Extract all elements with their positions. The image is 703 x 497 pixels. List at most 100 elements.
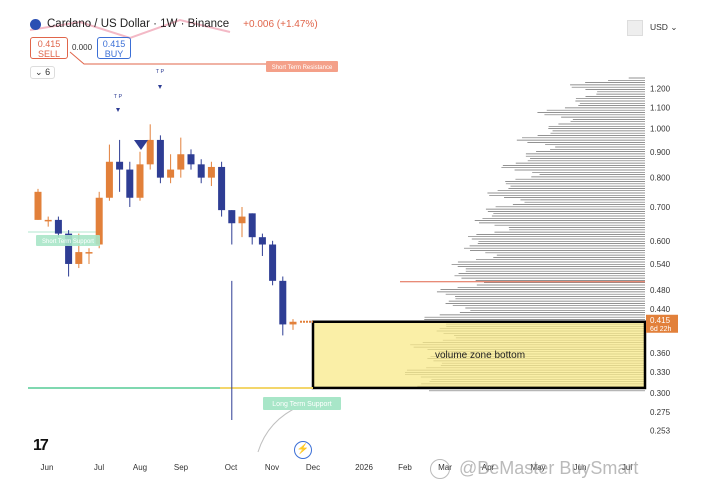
watermark: @BeMaster BuySmart bbox=[430, 458, 639, 480]
time-tick-label: Apr bbox=[482, 463, 495, 472]
price-tick-label: 0.480 bbox=[650, 286, 671, 295]
candle-body bbox=[207, 166, 215, 178]
take-profit-marker: T P bbox=[114, 94, 123, 100]
annotations: Short Term Resistance Short Term Support… bbox=[36, 61, 341, 410]
arrow-down-marker bbox=[134, 140, 148, 150]
candle-body bbox=[279, 280, 287, 325]
candle-body bbox=[136, 164, 144, 198]
time-tick-label: Jul bbox=[622, 463, 632, 472]
time-tick-label: May bbox=[530, 463, 545, 472]
candle-body bbox=[258, 237, 266, 245]
resistance-label-box bbox=[266, 61, 338, 72]
candle-body bbox=[44, 219, 52, 222]
support-resistance-lines bbox=[28, 51, 313, 453]
indicator-count: 6 bbox=[45, 67, 51, 77]
sell-button[interactable]: 0.415 SELL bbox=[30, 37, 68, 59]
price-tick-label: 0.900 bbox=[650, 148, 671, 157]
price-change: +0.006 (+1.47%) bbox=[243, 18, 318, 30]
indicator-toggle[interactable]: ⌄ 6 bbox=[30, 66, 56, 79]
price-tick-label: 0.440 bbox=[650, 305, 671, 314]
sell-price: 0.415 bbox=[37, 39, 61, 49]
last-price-tag: 0.415 6d 22h bbox=[646, 314, 678, 333]
price-axis[interactable]: 1.200 1.100 1.000 0.900 0.800 0.700 0.600 0.540… bbox=[650, 85, 671, 436]
candle-body bbox=[116, 161, 124, 170]
currency-label: USD bbox=[650, 22, 668, 32]
long-support-label-box bbox=[263, 397, 341, 410]
watermark-icon bbox=[430, 459, 450, 480]
candle-body bbox=[269, 244, 277, 281]
tradingview-logo-icon[interactable]: 17 bbox=[33, 437, 49, 454]
lightning-icon[interactable]: ⚡ bbox=[294, 441, 312, 459]
watermark-text: @BeMaster BuySmart bbox=[459, 458, 639, 478]
time-axis[interactable]: Jun Jul Aug Sep Oct Nov Dec 2026 Feb Mar Apr May Jun… bbox=[41, 463, 633, 472]
price-tick-label: 0.800 bbox=[650, 174, 671, 183]
candle-body bbox=[126, 169, 134, 198]
price-tick-label: 0.300 bbox=[650, 389, 671, 398]
sell-label: SELL bbox=[37, 49, 61, 59]
candle-body bbox=[146, 139, 154, 165]
long-support-label: Long Term Support bbox=[272, 401, 331, 408]
candle-body bbox=[105, 161, 113, 198]
candle-body bbox=[85, 252, 93, 254]
candle-body bbox=[228, 210, 236, 224]
candle-body bbox=[248, 213, 256, 238]
time-tick-label: Jul bbox=[94, 463, 104, 472]
candle-body bbox=[238, 216, 246, 224]
take-profit-marker: T P bbox=[156, 69, 165, 75]
time-tick-label: Aug bbox=[133, 463, 147, 472]
price-tick-label: 1.100 bbox=[650, 104, 671, 113]
time-tick-label: Sep bbox=[174, 463, 189, 472]
price-tick-label: 1.200 bbox=[650, 85, 671, 94]
candle-body bbox=[197, 164, 205, 178]
candle-body bbox=[187, 154, 195, 165]
spread-value: 0.000 bbox=[72, 43, 93, 52]
price-tick-label: 0.253 bbox=[650, 426, 671, 435]
price-tick-label: 1.000 bbox=[650, 125, 671, 134]
price-tick-label: 0.540 bbox=[650, 260, 671, 269]
buy-label: BUY bbox=[104, 49, 124, 59]
candle-body bbox=[95, 197, 103, 245]
last-price-countdown: 6d 22h bbox=[650, 326, 672, 333]
candle-body bbox=[289, 321, 297, 325]
candle-body bbox=[156, 139, 164, 178]
chevron-down-icon: ⌄ bbox=[35, 67, 43, 77]
time-tick-label: 2026 bbox=[355, 463, 373, 472]
support-connector bbox=[257, 405, 301, 453]
time-tick-label: Oct bbox=[225, 463, 238, 472]
price-tick-label: 0.330 bbox=[650, 368, 671, 377]
short-support-label: Short Term Support bbox=[42, 239, 94, 245]
time-tick-label: Dec bbox=[306, 463, 320, 472]
resistance-label: Short Term Resistance bbox=[272, 65, 333, 71]
tp-arrow-icon bbox=[116, 108, 120, 112]
price-tick-label: 0.275 bbox=[650, 408, 671, 417]
candle-body bbox=[65, 233, 73, 264]
candle-body bbox=[218, 166, 226, 211]
currency-selector[interactable]: USD ⌄ bbox=[650, 22, 677, 33]
last-price-value: 0.415 bbox=[650, 316, 671, 325]
price-tick-label: 0.600 bbox=[650, 237, 671, 246]
short-support-label-box bbox=[36, 235, 100, 246]
resistance-line bbox=[69, 51, 268, 65]
symbol-title[interactable]: Cardano / US Dollar · 1W · Binance bbox=[47, 18, 230, 30]
buy-price: 0.415 bbox=[102, 39, 126, 49]
chevron-down-icon: ⌄ bbox=[670, 22, 678, 32]
time-tick-label: Nov bbox=[265, 463, 279, 472]
buy-button[interactable]: 0.415 BUY bbox=[97, 37, 131, 59]
time-tick-label: Jun bbox=[574, 463, 587, 472]
chart-header: Cardano / US Dollar · 1W · Binance +0.00… bbox=[30, 18, 318, 30]
price-tick-label: 0.700 bbox=[650, 203, 671, 212]
settings-icon[interactable] bbox=[627, 20, 643, 36]
time-tick-label: Feb bbox=[398, 463, 412, 472]
candle-body bbox=[34, 191, 42, 220]
price-tick-label: 0.360 bbox=[650, 349, 671, 358]
candles bbox=[34, 124, 313, 420]
candle-body bbox=[167, 169, 175, 178]
last-price-box bbox=[646, 314, 678, 333]
volume-zone-box bbox=[311, 320, 647, 390]
tp-arrow-icon bbox=[158, 85, 162, 89]
candle-body bbox=[75, 252, 83, 264]
time-tick-label: Jun bbox=[41, 463, 54, 472]
candle-body bbox=[54, 219, 62, 234]
candle-body bbox=[177, 154, 185, 170]
